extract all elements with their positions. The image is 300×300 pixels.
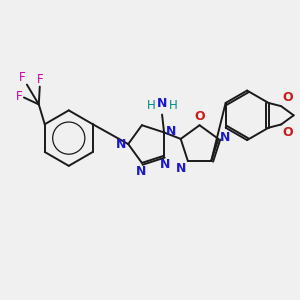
Text: N: N [157,97,167,110]
Text: F: F [16,90,23,103]
Text: N: N [220,131,231,144]
Text: N: N [116,138,126,151]
Text: O: O [282,127,293,140]
Text: N: N [176,162,186,175]
Text: O: O [282,91,293,104]
Text: F: F [37,73,43,85]
Text: F: F [19,70,26,84]
Text: N: N [136,165,146,178]
Text: N: N [166,125,176,138]
Text: N: N [160,158,170,171]
Text: H: H [169,99,178,112]
Text: O: O [194,110,205,123]
Text: H: H [146,99,155,112]
